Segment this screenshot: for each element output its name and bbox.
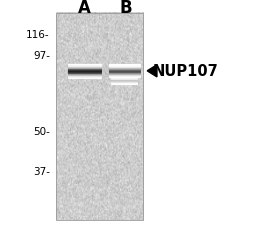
Text: NUP107: NUP107	[152, 64, 218, 79]
Text: B: B	[119, 0, 132, 17]
Bar	[56, 14, 143, 220]
Text: A: A	[78, 0, 91, 17]
Text: 50-: 50-	[33, 127, 50, 137]
Text: 37-: 37-	[33, 166, 50, 176]
Text: 116-: 116-	[26, 30, 50, 40]
Polygon shape	[147, 65, 157, 78]
Text: 97-: 97-	[33, 51, 50, 61]
